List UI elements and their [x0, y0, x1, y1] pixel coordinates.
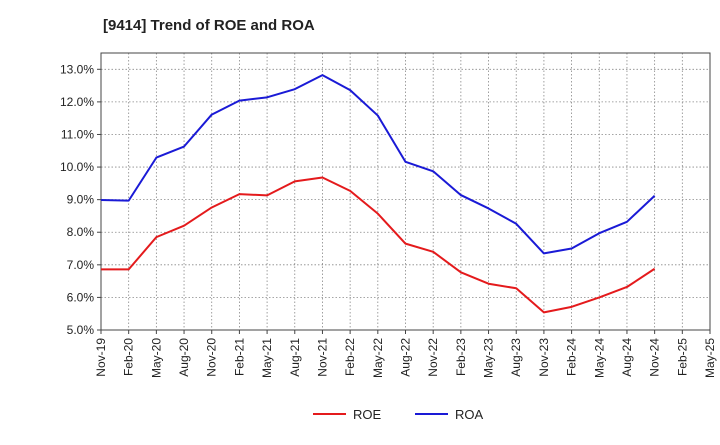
x-tick-label: May-25: [703, 338, 717, 378]
y-tick-label: 11.0%: [61, 127, 94, 141]
y-tick-label: 8.0%: [67, 225, 95, 239]
x-tick-label: Feb-25: [675, 338, 689, 376]
x-tick-label: May-21: [260, 338, 274, 378]
series-line-roa: [100, 74, 656, 255]
y-tick-label: 6.0%: [67, 290, 95, 304]
x-tick-label: Aug-22: [399, 338, 413, 377]
axes: 5.0% 6.0% 7.0% 8.0% 9.0% 10.0% 11.0% 12.0% 13.0%…: [60, 52, 717, 378]
x-tick-label: Feb-23: [454, 338, 468, 376]
x-tick-label: Feb-20: [122, 338, 136, 376]
x-tick-label: Aug-23: [509, 338, 523, 377]
grid-lines: [100, 53, 711, 331]
y-tick-label: 9.0%: [67, 193, 95, 207]
series-lines: [100, 74, 656, 314]
legend: ROE ROA: [313, 407, 484, 422]
x-tick-label: Nov-19: [94, 338, 108, 377]
x-tick-label: Nov-24: [648, 338, 662, 377]
y-tick-label: 7.0%: [67, 258, 95, 272]
y-tick-label: 13.0%: [60, 62, 94, 76]
legend-label-roe: ROE: [353, 407, 382, 422]
x-tick-label: May-24: [592, 338, 606, 378]
legend-label-roa: ROA: [455, 407, 484, 422]
x-tick-label: Feb-21: [232, 338, 246, 376]
chart-title: [9414] Trend of ROE and ROA: [103, 17, 315, 34]
y-tick-label: 5.0%: [67, 323, 95, 337]
x-tick-label: Nov-20: [205, 338, 219, 377]
x-tick-label: Aug-21: [288, 338, 302, 377]
x-tick-label: Nov-23: [537, 338, 551, 377]
y-tick-label: 10.0%: [60, 160, 94, 174]
x-tick-label: Nov-22: [426, 338, 440, 377]
x-tick-label: Aug-20: [177, 338, 191, 377]
x-tick-label: Feb-24: [565, 338, 579, 376]
series-line-roe: [101, 176, 656, 314]
x-tick-label: Nov-21: [315, 338, 329, 377]
x-tick-label: Aug-24: [620, 338, 634, 377]
y-tick-label: 12.0%: [60, 95, 94, 109]
x-tick-label: May-20: [149, 338, 163, 378]
x-tick-label: Feb-22: [343, 338, 357, 376]
x-tick-label: May-23: [482, 338, 496, 378]
x-tick-label: May-22: [371, 338, 385, 378]
